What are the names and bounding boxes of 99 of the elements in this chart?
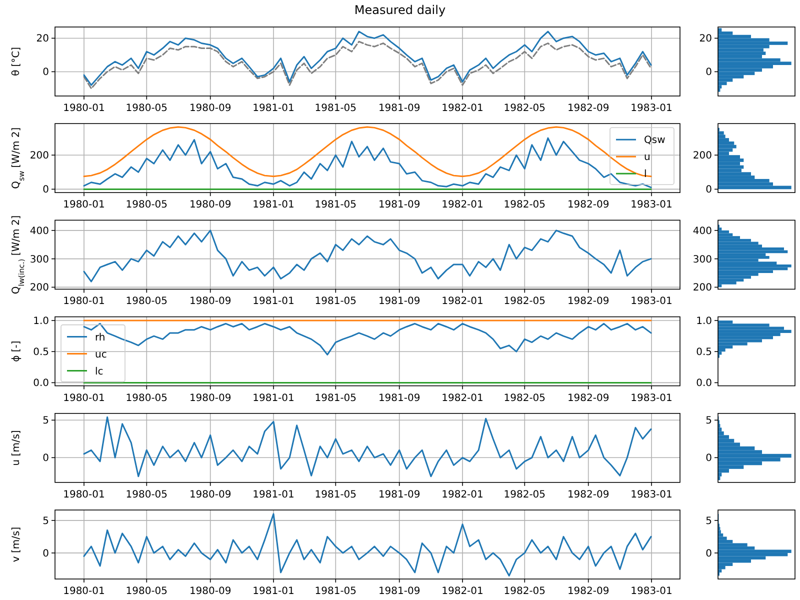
- x-tick-label: 1983-01: [630, 586, 672, 597]
- x-tick-label: 1982-05: [504, 392, 546, 404]
- x-tick-label: 1980-01: [63, 489, 105, 500]
- x-tick-label: 1981-09: [378, 392, 420, 404]
- x-tick-label: 1980-01: [63, 392, 105, 404]
- y-tick-label: 0: [42, 184, 49, 196]
- x-tick-label: 1980-01: [63, 103, 105, 114]
- legend-label: rh: [95, 332, 106, 344]
- x-tick-label: 1981-05: [314, 489, 357, 500]
- x-tick-label: 1983-01: [630, 296, 672, 308]
- x-tick-label: 1982-09: [567, 392, 610, 404]
- x-tick-label: 1981-05: [314, 296, 357, 308]
- x-tick-label: 1982-01: [442, 296, 484, 308]
- y-tick-label: 5: [42, 516, 49, 527]
- x-tick-label: 1981-09: [378, 200, 420, 211]
- x-tick-label: 1981-09: [378, 489, 420, 500]
- y-tick-label: 0.5: [696, 347, 712, 358]
- y-tick-label: 0: [706, 453, 712, 464]
- legend-label: u: [644, 152, 650, 164]
- y-axis-title: v [m/s]: [11, 526, 22, 562]
- x-tick-label: 1980-09: [189, 489, 232, 500]
- y-tick-label: 1.0: [696, 316, 712, 328]
- y-tick-label: 5: [42, 416, 49, 427]
- x-tick-label: 1980-05: [126, 489, 168, 500]
- y-tick-label: 300: [692, 254, 712, 266]
- legend-label: lc: [95, 366, 104, 378]
- y-tick-label: 5: [706, 416, 712, 427]
- x-tick-label: 1983-01: [630, 392, 672, 404]
- legend-label: l: [644, 169, 647, 180]
- x-tick-label: 1982-09: [567, 103, 610, 114]
- x-tick-label: 1982-09: [567, 586, 610, 597]
- x-tick-label: 1981-05: [314, 200, 357, 211]
- x-tick-label: 1983-01: [630, 489, 672, 500]
- x-tick-label: 1981-05: [314, 392, 357, 404]
- x-tick-label: 1981-01: [252, 296, 294, 308]
- x-tick-label: 1982-09: [567, 296, 610, 308]
- y-tick-label: 200: [30, 282, 49, 294]
- y-tick-label: 0.0: [696, 378, 712, 390]
- y-tick-label: 300: [30, 254, 49, 266]
- x-tick-label: 1981-01: [252, 586, 294, 597]
- x-tick-label: 1980-09: [189, 103, 232, 114]
- x-tick-label: 1982-09: [567, 200, 610, 211]
- y-tick-label: 0.5: [33, 347, 49, 358]
- x-tick-label: 1983-01: [630, 103, 672, 114]
- y-tick-label: 5: [706, 516, 712, 527]
- y-tick-label: 200: [692, 150, 712, 162]
- x-tick-label: 1981-01: [252, 103, 294, 114]
- x-tick-label: 1982-05: [504, 586, 546, 597]
- x-tick-label: 1982-01: [442, 392, 484, 404]
- x-tick-label: 1980-05: [126, 586, 168, 597]
- y-tick-label: 0.0: [33, 378, 49, 390]
- y-axis-title: u [m/s]: [11, 430, 22, 466]
- y-tick-label: 20: [36, 34, 49, 45]
- x-tick-label: 1981-09: [378, 586, 420, 597]
- x-tick-label: 1982-01: [442, 489, 484, 500]
- y-tick-label: 0: [42, 67, 49, 78]
- x-tick-label: 1981-09: [378, 296, 420, 308]
- x-tick-label: 1981-05: [314, 586, 357, 597]
- y-tick-label: 0: [706, 184, 712, 196]
- legend-label: Qsw: [644, 135, 666, 146]
- x-tick-label: 1980-05: [126, 392, 168, 404]
- y-tick-label: 0: [42, 453, 49, 464]
- y-axis-title: ϕ [-]: [11, 340, 22, 362]
- x-tick-label: 1980-09: [189, 392, 232, 404]
- y-tick-label: 0: [706, 67, 712, 78]
- x-tick-label: 1980-01: [63, 200, 105, 211]
- legend-label: uc: [95, 349, 107, 360]
- x-tick-label: 1980-05: [126, 296, 168, 308]
- x-tick-label: 1982-01: [442, 103, 484, 114]
- x-tick-label: 1981-01: [252, 489, 294, 500]
- x-tick-label: 1982-05: [504, 296, 546, 308]
- y-tick-label: 1.0: [33, 316, 49, 328]
- x-tick-label: 1982-01: [442, 200, 484, 211]
- y-tick-label: 200: [30, 150, 49, 162]
- y-tick-label: 200: [692, 282, 712, 294]
- x-tick-label: 1980-05: [126, 103, 168, 114]
- x-tick-label: 1981-01: [252, 200, 294, 211]
- x-tick-label: 1980-09: [189, 296, 232, 308]
- y-tick-label: 400: [692, 226, 712, 237]
- x-tick-label: 1983-01: [630, 200, 672, 211]
- chart-title: Measured daily: [354, 3, 446, 17]
- x-tick-label: 1982-05: [504, 489, 546, 500]
- y-tick-label: 0: [706, 548, 712, 560]
- y-tick-label: 400: [30, 226, 49, 237]
- x-tick-label: 1980-09: [189, 200, 232, 211]
- x-tick-label: 1980-09: [189, 586, 232, 597]
- x-tick-label: 1981-05: [314, 103, 357, 114]
- x-tick-label: 1982-09: [567, 489, 610, 500]
- x-tick-label: 1981-09: [378, 103, 420, 114]
- x-tick-label: 1980-01: [63, 586, 105, 597]
- x-tick-label: 1982-05: [504, 200, 546, 211]
- x-tick-label: 1981-01: [252, 392, 294, 404]
- x-tick-label: 1982-05: [504, 103, 546, 114]
- x-tick-label: 1980-05: [126, 200, 168, 211]
- y-axis-title: θ [°C]: [11, 46, 22, 76]
- y-tick-label: 0: [42, 548, 49, 560]
- x-tick-label: 1980-01: [63, 296, 105, 308]
- y-tick-label: 20: [699, 34, 712, 45]
- x-tick-label: 1982-01: [442, 586, 484, 597]
